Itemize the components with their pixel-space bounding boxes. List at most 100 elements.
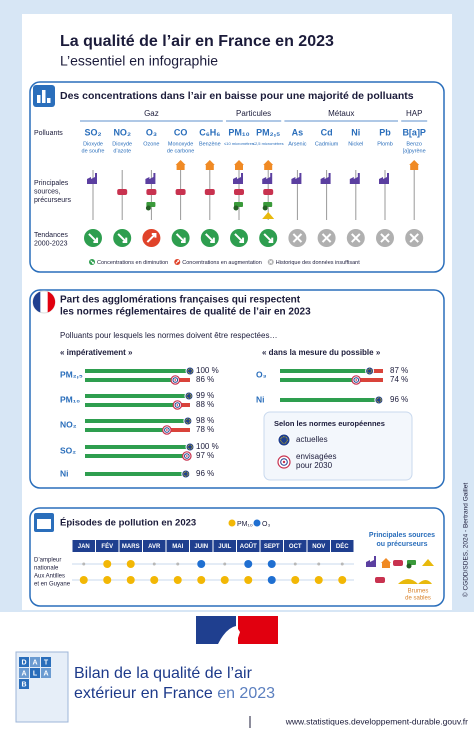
episode-dot [173,576,182,584]
no-episode [317,562,321,566]
source-car [204,189,215,195]
pollutant-formula: C₆H₆ [199,127,220,137]
sources-title: Principales sources [369,532,435,539]
section-title: les normes réglementaires de qualité de … [60,307,311,318]
episode-dot [197,576,206,584]
legend-label: Concentrations en augmentation [182,260,262,266]
legend-current [277,433,291,447]
month-box [331,540,354,552]
episode-dot [79,576,88,584]
pollutant-formula: Ni [351,127,360,137]
icon-bar [37,95,41,103]
icon-bar [47,98,51,103]
credit: © CGDD/SDES, 2024 - Bertrand Gaillet [462,483,470,597]
source-factory [366,556,376,567]
month-label: JAN [78,544,90,550]
source-house [204,160,215,170]
row-label: précurseurs [34,197,71,204]
pollutant-formula: PM₂,₅ [256,127,280,137]
pollutant-name: Benzène [199,141,221,147]
row-label: Tendances [34,232,68,239]
row-label: et en Guyane [34,582,71,588]
trend-icon-symbol [321,233,332,243]
pollutant-formula: Cd [321,127,333,137]
group-label: Métaux [328,109,354,118]
bar [85,472,186,476]
cover-letter: A [21,670,26,677]
source-factory [233,173,243,184]
month-box [72,540,95,552]
source-house [409,160,420,170]
pollutant-formula: CO [174,127,188,137]
value-label: 100 % [196,442,219,451]
pollutant-formula: O₃ [146,127,157,137]
month-label: MAI [172,544,183,550]
cover-tile [30,668,40,678]
cover-tile [30,657,40,667]
value-label: 99 % [196,391,214,400]
legend-label: Historique des données insuffisant [276,260,360,266]
trend-icon-symbol [351,233,361,243]
episode-dot [126,560,135,568]
footer-year: en 2023 [217,685,275,702]
value-label: 86 % [196,375,214,384]
month-label: DÉC [336,542,349,550]
marker-current [183,416,193,426]
value-label: 96 % [390,395,408,404]
cover-letter: A [32,659,37,666]
cover-letter: D [21,659,26,666]
legend-icon-symbol [269,260,273,264]
bar [85,428,167,432]
value-label: 100 % [196,366,219,375]
row-label: Aux Antilles [34,574,65,580]
pollutant-formula: B[a]P [402,127,426,137]
legend-2030-center [282,460,286,464]
episode-dot [338,576,347,584]
pollutant-name: Dioxyde [112,141,132,147]
bar-remainder [166,428,190,432]
bar [85,403,178,407]
pollutant-formula: NO₂ [113,127,131,137]
legend-box [263,411,413,481]
row-label: Polluants [34,130,63,137]
row-label: Principales [34,180,69,187]
row-label: D’ampleur [34,558,61,564]
section-title: Des concentrations dans l’air en baisse … [60,90,414,102]
trend-icon-symbol [292,233,303,243]
month-box [260,540,283,552]
row-label: nationale [34,566,59,572]
panel-heading: « dans la mesure du possible » [262,348,381,357]
marker-current-stars [187,368,193,374]
no-episode [176,562,180,566]
pollutant-label: SO₂ [60,445,76,455]
title: La qualité de l’air en France en 2023 [60,33,334,50]
source-factory [349,173,360,184]
sand-label: de sables [405,596,431,602]
bar [85,369,190,373]
episode-dot [244,560,253,568]
row-label: sources, [34,188,61,195]
legend-label: pour 2030 [296,461,333,470]
marker-current [374,395,384,405]
source-tractor-wheel [406,563,412,569]
month-box [307,540,330,552]
footer-title-part: extérieur en France [74,685,213,702]
bar-remainder [177,403,190,407]
pollutant-label: Ni [256,394,265,404]
value-label: 96 % [196,469,214,478]
trend-icon-symbol [234,233,245,244]
source-tractor-wheel [145,205,151,211]
marker-2030-center [355,379,358,381]
footer-title: Bilan de la qualité de l’air [74,665,253,682]
pollutant-name: Benzo [406,141,422,147]
pollutant-name: Ozone [143,141,159,147]
no-episode [223,562,227,566]
source-factory [262,173,273,184]
marker-current-stars [187,444,193,450]
pollutant-label: PM₁₀ [60,394,80,404]
value-label: 74 % [390,375,408,384]
pollutant-label: O₃ [256,369,267,379]
row-label: 2000-2023 [34,240,68,247]
bar [85,445,190,449]
month-label: SEPT [264,544,280,550]
